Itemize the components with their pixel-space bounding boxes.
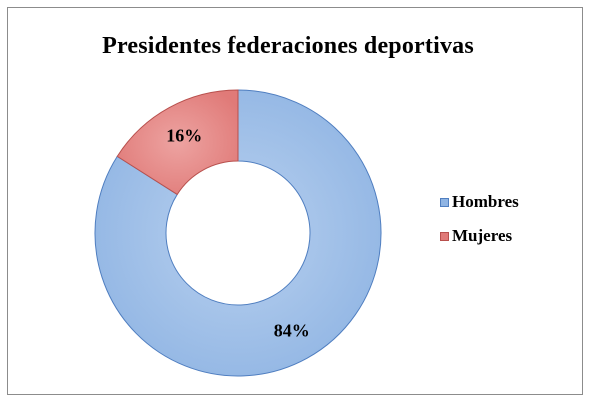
data-label-mujeres: 16% bbox=[166, 125, 202, 145]
legend-label-hombres: Hombres bbox=[452, 192, 519, 211]
legend-label-mujeres: Mujeres bbox=[452, 226, 513, 245]
legend-item-hombres: Hombres bbox=[440, 192, 519, 212]
chart-title: Presidentes federaciones deportivas bbox=[102, 33, 474, 59]
donut-slice-hombres bbox=[94, 89, 382, 377]
donut-slice-mujeres bbox=[116, 89, 239, 196]
legend-swatch-hombres bbox=[440, 197, 449, 207]
donut-slices bbox=[94, 89, 382, 377]
legend-item-mujeres: Mujeres bbox=[440, 226, 519, 246]
donut-labels: 84% 16% bbox=[166, 125, 309, 340]
data-label-hombres: 84% bbox=[274, 321, 310, 341]
legend: Hombres Mujeres bbox=[440, 192, 519, 260]
legend-swatch-mujeres bbox=[440, 231, 449, 241]
